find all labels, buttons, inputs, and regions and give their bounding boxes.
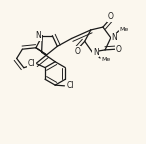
Text: Cl: Cl (28, 59, 35, 68)
Text: Cl: Cl (67, 81, 74, 90)
Text: Me: Me (101, 57, 111, 62)
Text: N: N (93, 48, 99, 57)
Text: O: O (75, 47, 80, 56)
Text: O: O (108, 12, 113, 21)
Text: N: N (112, 33, 117, 42)
Text: Me: Me (120, 27, 129, 32)
Text: O: O (116, 45, 122, 54)
Text: N: N (35, 31, 41, 40)
